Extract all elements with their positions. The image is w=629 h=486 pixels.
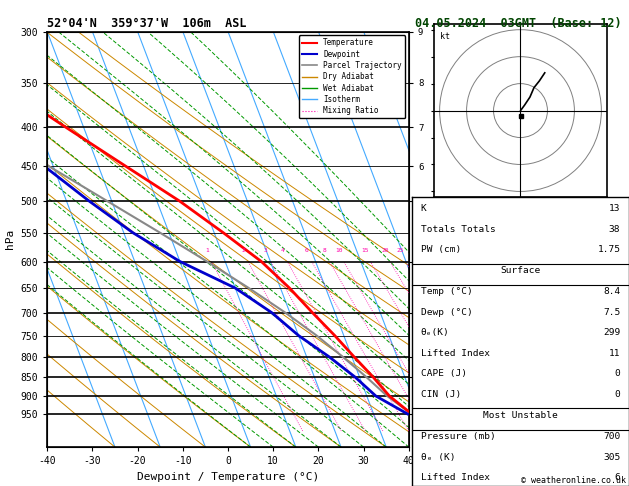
Text: 2: 2 [242,248,245,253]
Text: Surface: Surface [501,266,540,275]
Text: 299: 299 [603,329,620,337]
Text: K: K [421,204,426,213]
Legend: Temperature, Dewpoint, Parcel Trajectory, Dry Adiabat, Wet Adiabat, Isotherm, Mi: Temperature, Dewpoint, Parcel Trajectory… [299,35,405,118]
Text: 15: 15 [362,248,369,253]
Text: Lifted Index: Lifted Index [421,349,489,358]
Text: θₑ(K): θₑ(K) [421,329,450,337]
Text: 4: 4 [281,248,284,253]
Text: 20: 20 [381,248,389,253]
X-axis label: Dewpoint / Temperature (°C): Dewpoint / Temperature (°C) [137,472,319,482]
Y-axis label: km
ASL: km ASL [450,218,468,240]
Text: 6: 6 [305,248,309,253]
Text: PW (cm): PW (cm) [421,245,461,254]
Text: 0: 0 [615,390,620,399]
Text: Pressure (mb): Pressure (mb) [421,432,496,441]
Text: 38: 38 [609,225,620,234]
Text: Dewp (°C): Dewp (°C) [421,308,472,317]
Text: 1.75: 1.75 [598,245,620,254]
Text: 25: 25 [397,248,404,253]
Text: 04.05.2024  03GMT  (Base: 12): 04.05.2024 03GMT (Base: 12) [415,17,621,30]
Text: θₑ (K): θₑ (K) [421,453,455,462]
Text: © weatheronline.co.uk: © weatheronline.co.uk [521,475,626,485]
Text: 305: 305 [603,453,620,462]
Text: CAPE (J): CAPE (J) [421,369,467,379]
Text: 700: 700 [603,432,620,441]
Text: 8.4: 8.4 [603,287,620,296]
Text: Mixing Ratio (g/kg): Mixing Ratio (g/kg) [430,251,438,353]
Text: Most Unstable: Most Unstable [483,411,558,419]
Text: 11: 11 [609,349,620,358]
Text: CIN (J): CIN (J) [421,390,461,399]
Text: 7.5: 7.5 [603,308,620,317]
Text: 6: 6 [615,473,620,482]
Text: 10: 10 [335,248,343,253]
Text: 3: 3 [264,248,268,253]
Text: 52°04'N  359°37'W  106m  ASL: 52°04'N 359°37'W 106m ASL [47,17,247,30]
Text: Totals Totals: Totals Totals [421,225,496,234]
Text: Lifted Index: Lifted Index [421,473,489,482]
Text: 8: 8 [323,248,326,253]
Text: 1: 1 [205,248,209,253]
Text: Temp (°C): Temp (°C) [421,287,472,296]
Text: 0: 0 [615,369,620,379]
Text: kt: kt [440,33,450,41]
Y-axis label: hPa: hPa [5,229,15,249]
Text: 13: 13 [609,204,620,213]
